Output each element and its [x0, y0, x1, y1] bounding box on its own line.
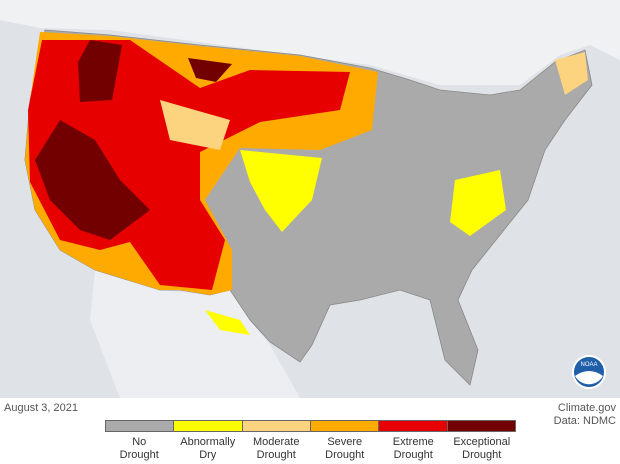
canada — [0, 0, 620, 85]
moderate-area — [555, 52, 588, 95]
legend-label-line: Abnormally — [180, 436, 236, 448]
date: August 3, 2021 — [4, 402, 79, 414]
legend-label-line: Drought — [393, 449, 433, 461]
legend-swatch — [310, 421, 380, 431]
legend-swatch — [447, 421, 515, 431]
legend-label: No Drought — [105, 436, 174, 462]
legend-label-line: Drought — [325, 449, 365, 461]
legend-label-line: Severe — [327, 436, 363, 448]
dry-area — [205, 310, 250, 335]
noaa-logo-wave — [575, 371, 603, 385]
legend-label-line: No — [132, 436, 147, 448]
source: Data: NDMC — [553, 415, 616, 427]
dry-area — [240, 150, 322, 232]
legend-label-line: Extreme — [392, 436, 434, 448]
legend-label: Moderate Drought — [242, 436, 311, 462]
dry-area — [450, 170, 506, 236]
legend-label-line: Drought — [119, 449, 159, 461]
legend-label-line: Exceptional — [453, 436, 511, 448]
legend-swatch — [106, 421, 175, 431]
logo-text: NOAA — [580, 362, 597, 368]
legend-swatch — [242, 421, 311, 431]
exceptional-area — [188, 58, 232, 82]
moderate-area — [160, 100, 230, 150]
legend-label-line: Dry — [199, 449, 217, 461]
legend-label-line: Moderate — [253, 436, 300, 448]
legend-labels: No Drought Abnormally Dry Moderate Drought Sev… — [105, 436, 516, 462]
legend-label-line: Drought — [462, 449, 502, 461]
credit: Climate.gov — [557, 402, 616, 414]
legend-bar — [105, 420, 516, 432]
legend-label: Abnormally Dry — [174, 436, 243, 462]
legend-label: Severe Drought — [311, 436, 380, 462]
exceptional-area — [78, 40, 122, 102]
legend-swatch — [174, 421, 243, 431]
legend-label: Exceptional Drought — [448, 436, 517, 462]
map: NOAA — [0, 0, 620, 398]
exceptional-area — [35, 120, 150, 240]
legend-label-line: Drought — [256, 449, 296, 461]
legend-swatch — [379, 421, 448, 431]
mexico — [90, 270, 300, 398]
legend-label: Extreme Drought — [379, 436, 448, 462]
